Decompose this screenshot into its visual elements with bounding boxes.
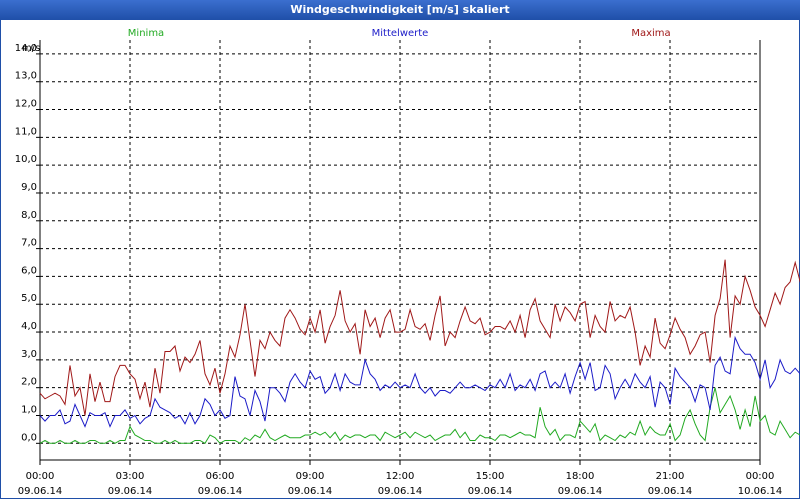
y-tick-label: 9,0 — [21, 182, 37, 193]
y-tick-label: 13,0 — [15, 71, 37, 82]
y-tick-label: 12,0 — [15, 99, 37, 110]
y-tick-label: 14,0 — [15, 43, 37, 54]
x-tick-date: 10.06.14 — [738, 486, 783, 497]
legend-mittelwerte: Mittelwerte — [372, 28, 429, 39]
window-title: Windgeschwindigkeit [m/s] skaliert — [0, 0, 800, 20]
x-tick-time: 06:00 — [206, 471, 235, 482]
legend: Minima Mittelwerte Maxima — [128, 28, 671, 39]
x-tick-time: 00:00 — [26, 471, 55, 482]
y-tick-label: 5,0 — [21, 293, 37, 304]
series-line-maxima — [39, 259, 800, 416]
y-tick-label: 7,0 — [21, 238, 37, 249]
series-line-mittelwerte — [39, 335, 800, 428]
series-line-minima — [39, 387, 800, 444]
x-tick-date: 09.06.14 — [648, 486, 693, 497]
x-tick-time: 00:00 — [746, 471, 775, 482]
x-tick-date: 09.06.14 — [468, 486, 513, 497]
y-tick-label: 11,0 — [15, 126, 37, 137]
x-tick-time: 18:00 — [566, 471, 595, 482]
legend-maxima: Maxima — [631, 28, 670, 39]
grid — [40, 40, 760, 460]
y-tick-label: 0,0 — [21, 432, 37, 443]
x-tick-time: 03:00 — [116, 471, 145, 482]
y-tick-label: 8,0 — [21, 210, 37, 221]
x-tick-time: 21:00 — [656, 471, 685, 482]
y-tick-label: 3,0 — [21, 349, 37, 360]
x-tick-date: 09.06.14 — [18, 486, 63, 497]
x-tick-date: 09.06.14 — [378, 486, 423, 497]
x-tick-date: 09.06.14 — [288, 486, 333, 497]
x-tick-date: 09.06.14 — [198, 486, 243, 497]
x-tick-date: 09.06.14 — [558, 486, 603, 497]
y-tick-label: 10,0 — [15, 154, 37, 165]
y-tick-label: 6,0 — [21, 265, 37, 276]
x-tick-time: 12:00 — [386, 471, 415, 482]
x-tick-time: 15:00 — [476, 471, 505, 482]
x-tick-time: 09:00 — [296, 471, 325, 482]
y-tick-label: 1,0 — [21, 404, 37, 415]
y-axis-label: m/s — [22, 43, 40, 54]
series — [39, 259, 800, 444]
legend-minima: Minima — [128, 28, 164, 39]
y-ticks: 0,0 1,0 2,0 3,0 4,0 5,0 6,0 7,0 8,0 9,0 10,0 11,0 12… — [15, 43, 40, 444]
y-tick-label: 2,0 — [21, 377, 37, 388]
y-tick-label: 4,0 — [21, 321, 37, 332]
x-ticks: 00:00 09.06.14 03:00 09.06.14 06:00 09.06.14 0… — [18, 460, 783, 497]
x-tick-date: 09.06.14 — [108, 486, 153, 497]
